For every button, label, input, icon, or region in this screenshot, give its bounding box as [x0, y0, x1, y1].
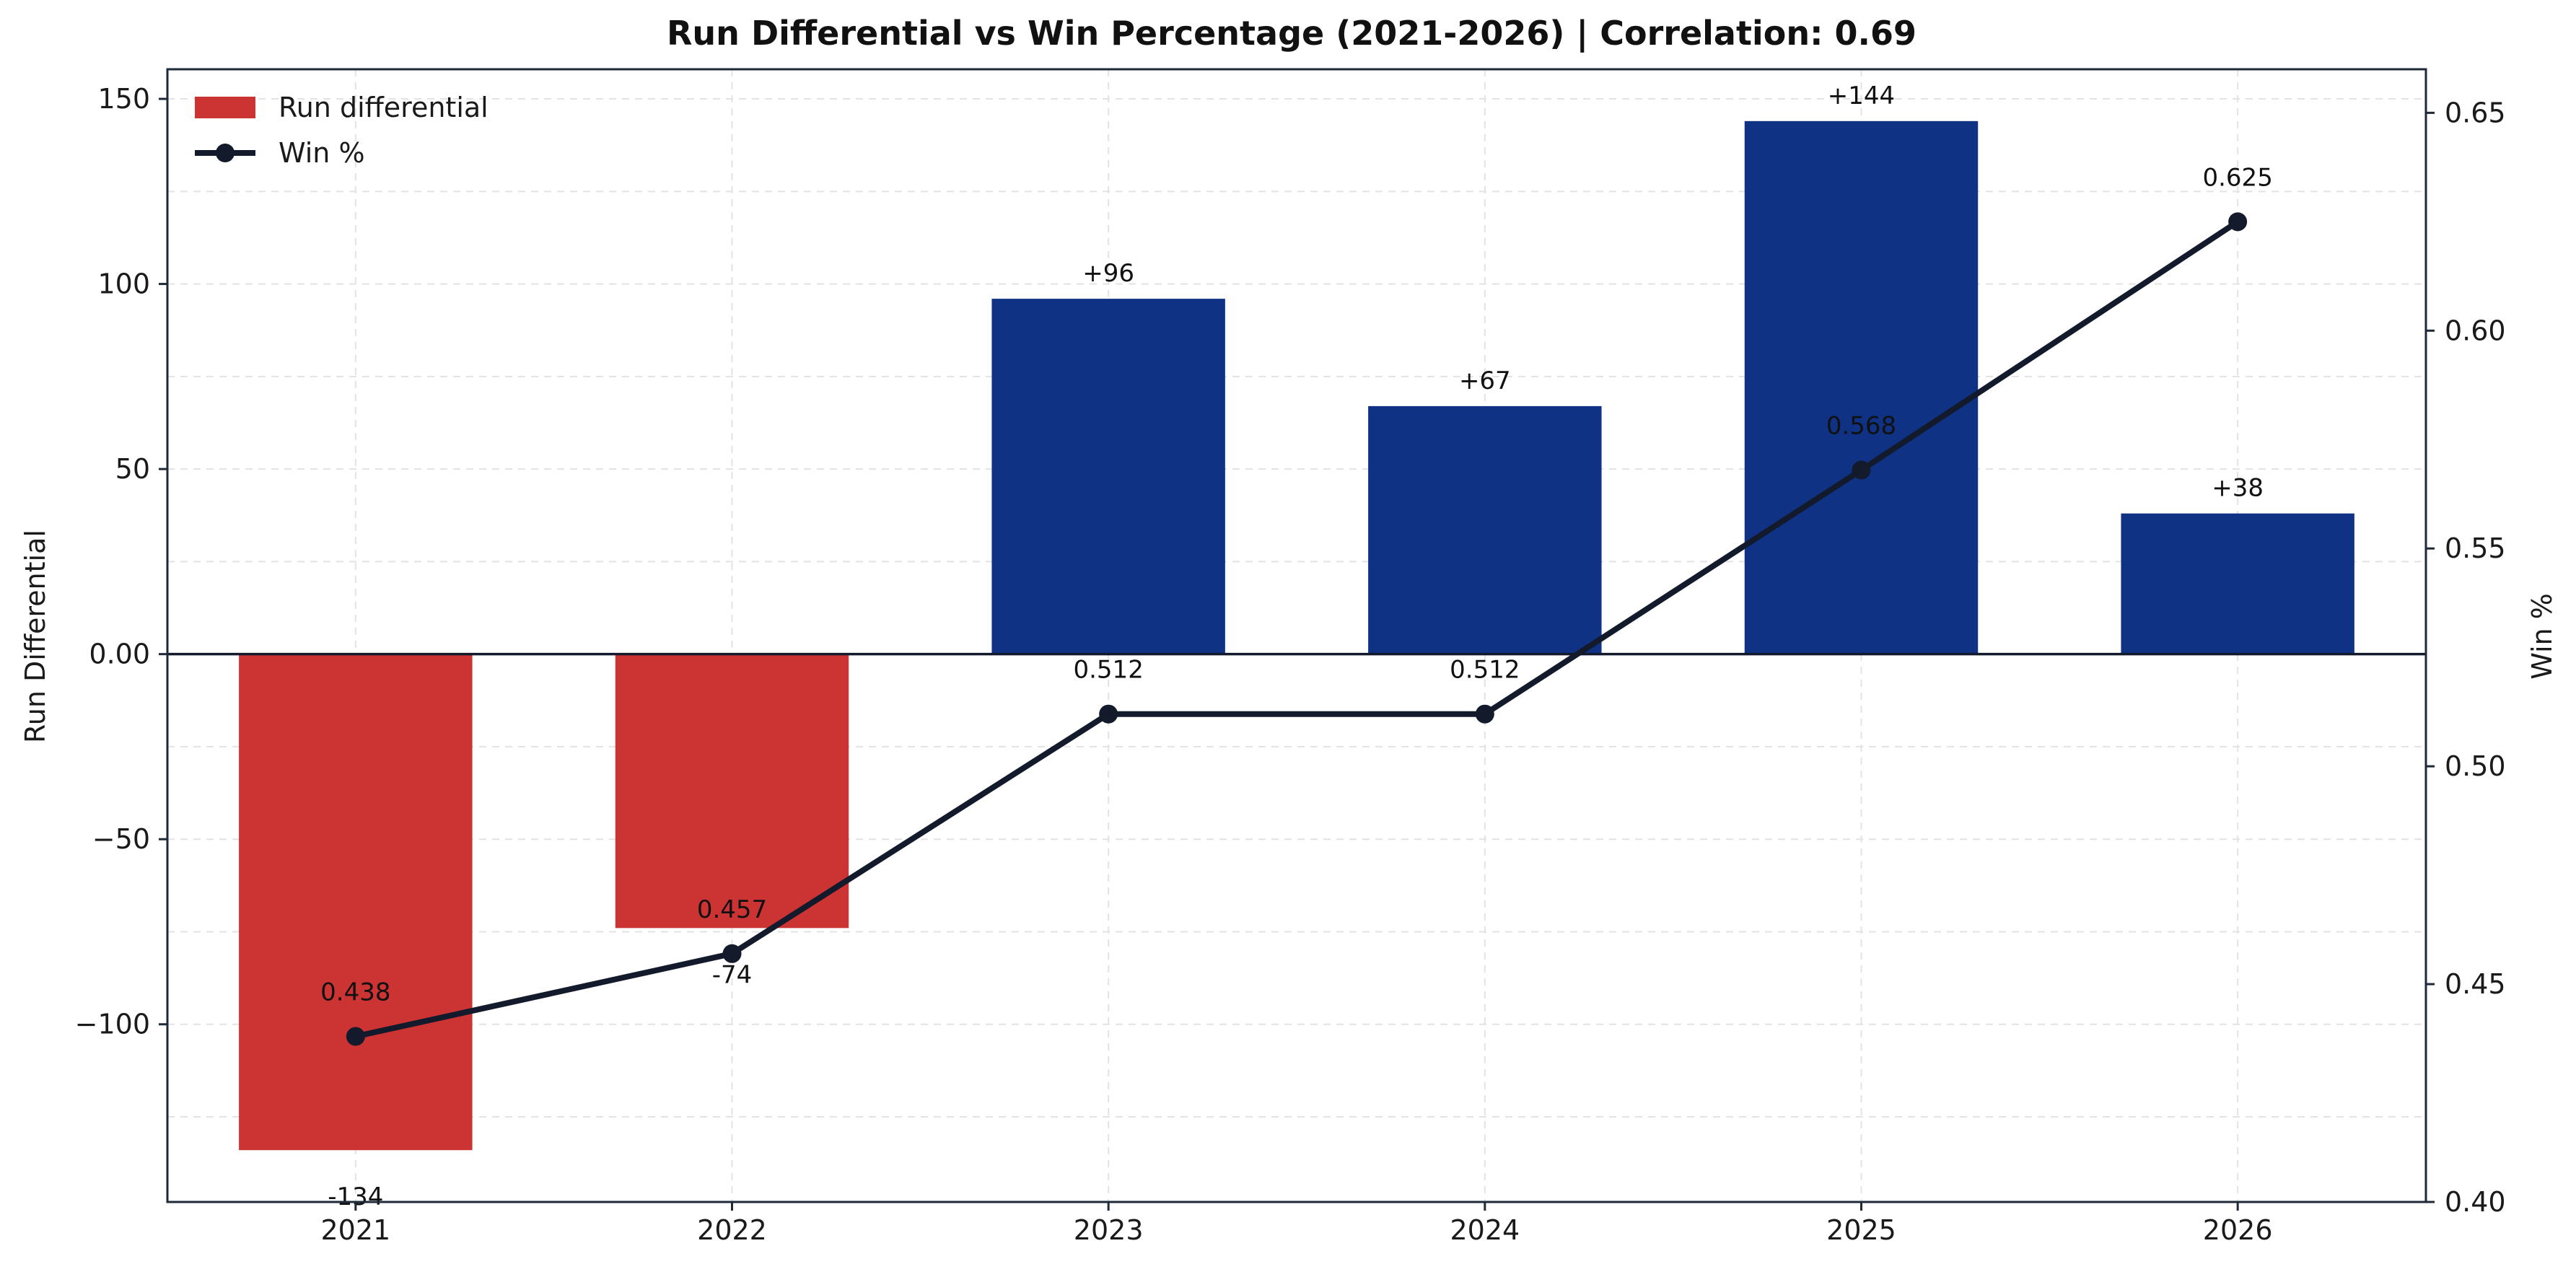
plot-frame: [166, 68, 2427, 1203]
win-pct-label-2024: 0.512: [1450, 656, 1520, 685]
x-tick-label-2025: 2025: [1826, 1214, 1896, 1246]
win-pct-point-2023: [1099, 704, 1118, 724]
bar-2024: [1368, 405, 1602, 654]
bar-2026: [2121, 513, 2354, 654]
right-tick-label: 0.50: [2445, 750, 2506, 782]
bar-2022: [615, 654, 849, 929]
right-tick-label: 0.65: [2445, 97, 2506, 128]
left-tick-label: 100: [97, 268, 150, 300]
legend-bar-label: Run differential: [279, 92, 489, 123]
win-pct-line: [354, 219, 2240, 1040]
win-pct-label-2026: 0.625: [2202, 163, 2272, 192]
win-pct-point-2022: [722, 944, 742, 963]
bar-label-2026: +38: [2212, 474, 2264, 503]
bar-label-2022: -74: [712, 960, 753, 989]
bar-label-2024: +67: [1459, 367, 1511, 395]
bar-2021: [239, 654, 473, 1151]
legend-bar-swatch: [195, 97, 255, 118]
left-tick-label: −100: [75, 1009, 150, 1040]
bar-label-2025: +144: [1828, 82, 1895, 110]
legend-layer: Run differential Win %: [195, 92, 489, 169]
legend-line-marker: [216, 144, 235, 162]
win-pct-label-2023: 0.512: [1073, 656, 1143, 685]
win-pct-label-2021: 0.438: [320, 978, 390, 1007]
win-pct-point-2024: [1475, 704, 1494, 724]
right-tick-label: 0.60: [2445, 315, 2506, 346]
left-tick-label: 150: [97, 83, 150, 115]
win-pct-point-2025: [1852, 460, 1871, 480]
right-axis-title: Win %: [2526, 593, 2558, 680]
bar-label-2023: +96: [1082, 259, 1134, 288]
x-tick-label-2022: 2022: [697, 1214, 767, 1246]
chart-title: Run Differential vs Win Percentage (2021…: [667, 14, 1916, 53]
win-pct-point-2026: [2228, 212, 2248, 232]
x-tick-label-2021: 2021: [320, 1214, 390, 1246]
right-tick-label: 0.40: [2445, 1186, 2506, 1218]
line-layer: [346, 212, 2248, 1046]
left-axis-title: Run Differential: [19, 530, 51, 743]
x-tick-label-2026: 2026: [2203, 1214, 2273, 1246]
axes-layer: −100 −50 0.00 50 100 150 0.40 0.45 0.50 0.55 0.60 0…: [75, 68, 2506, 1246]
left-tick-label: −50: [92, 823, 150, 855]
right-tick-label: 0.55: [2445, 532, 2506, 564]
bar-2023: [991, 299, 1225, 654]
bar-2025: [1744, 120, 1979, 654]
win-pct-point-2021: [346, 1027, 365, 1046]
bars-layer: [239, 120, 2354, 1151]
left-tick-label: 0.00: [89, 638, 150, 670]
win-pct-label-2022: 0.457: [697, 895, 767, 924]
left-tick-label: 50: [115, 453, 150, 485]
x-tick-label-2023: 2023: [1074, 1214, 1144, 1246]
win-pct-label-2025: 0.568: [1826, 412, 1896, 441]
legend-line-label: Win %: [279, 137, 365, 169]
right-tick-label: 0.45: [2445, 968, 2506, 1000]
x-tick-label-2024: 2024: [1450, 1214, 1520, 1246]
